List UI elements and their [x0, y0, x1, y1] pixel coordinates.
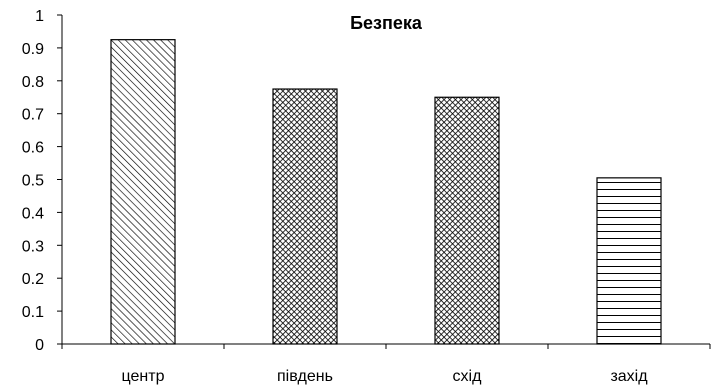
bar-3 [434, 96, 500, 345]
bars-group [110, 39, 662, 345]
y-tick-label: 0.4 [22, 205, 44, 222]
category-label: південь [277, 368, 333, 385]
category-labels: центр південь схід захід [122, 368, 649, 385]
category-label: центр [122, 368, 165, 385]
chart-title: Безпека [350, 13, 423, 33]
y-tick-label: 0.8 [22, 74, 44, 91]
bar-2 [272, 88, 338, 345]
y-tick-label: 0.1 [22, 304, 44, 321]
y-tick-label: 0 [35, 337, 44, 354]
y-tick-label: 1 [35, 8, 44, 25]
y-tick-label: 0.2 [22, 271, 44, 288]
y-tick-label: 0.7 [22, 107, 44, 124]
bar-4 [596, 177, 662, 345]
category-label: захід [610, 368, 648, 385]
category-label: схід [453, 368, 483, 385]
y-tick-label: 0.5 [22, 173, 44, 190]
y-tick-label: 0.9 [22, 41, 44, 58]
y-tick-label: 0.6 [22, 140, 44, 157]
bar-1 [110, 39, 176, 345]
y-tick-label: 0.3 [22, 238, 44, 255]
x-axis [61, 343, 711, 349]
y-axis: 0 0.1 0.2 0.3 0.4 0.5 0.6 0.7 0.8 0.9 1 [22, 8, 63, 354]
